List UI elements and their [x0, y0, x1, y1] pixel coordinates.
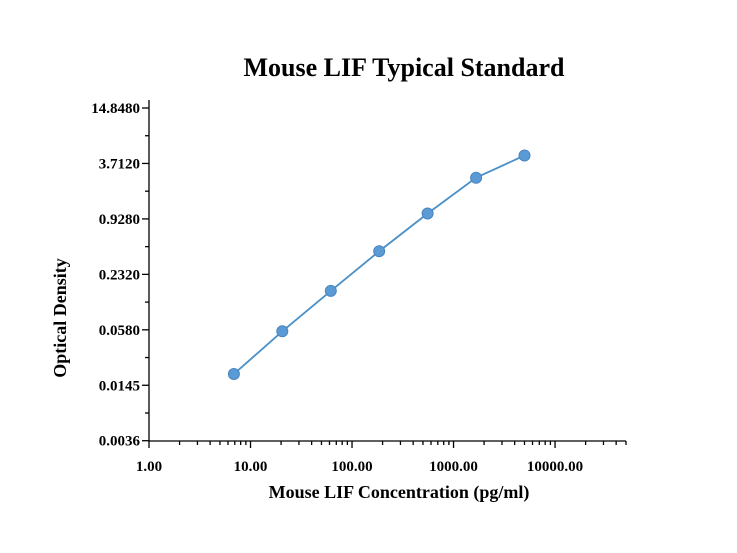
data-point — [324, 284, 337, 297]
axes — [148, 100, 626, 442]
x-tick-label: 1000.00 — [429, 459, 478, 475]
data-point — [518, 149, 531, 162]
data-series — [227, 149, 531, 380]
x-tick-label: 1.00 — [136, 459, 162, 475]
x-tick-label: 10000.00 — [527, 459, 583, 475]
chart-title: Mouse LIF Typical Standard — [244, 53, 566, 82]
y-tick-label: 0.0036 — [99, 434, 141, 450]
y-tick-label: 0.0145 — [99, 378, 140, 394]
series-line — [233, 154, 525, 375]
y-tick-label: 14.8480 — [91, 101, 140, 117]
data-point — [227, 368, 240, 380]
y-tick-label: 0.2320 — [99, 267, 140, 283]
data-point — [373, 245, 386, 258]
data-point — [470, 171, 483, 184]
y-tick-label: 0.9280 — [99, 212, 140, 228]
y-axis-label: Optical Density — [50, 258, 70, 378]
x-tick-label: 100.00 — [331, 459, 372, 475]
y-ticks: 0.0036 0.0145 0.0580 0.2320 0.9280 3.7120 14.8… — [91, 101, 149, 450]
y-tick-label: 0.0580 — [99, 323, 140, 339]
x-axis-label: Mouse LIF Concentration (pg/ml) — [269, 482, 530, 503]
y-tick-label: 3.7120 — [99, 156, 140, 172]
x-tick-label: 10.00 — [234, 459, 268, 475]
data-point — [276, 325, 289, 338]
x-ticks: 1.00 10.00 100.00 1000.00 10000.00 — [136, 441, 627, 475]
data-point — [421, 207, 434, 220]
